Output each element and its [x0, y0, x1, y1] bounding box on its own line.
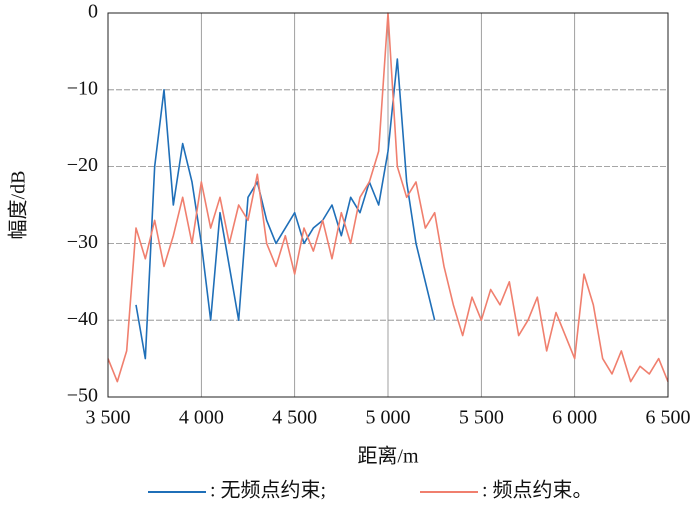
- x-tick-label: 4 000: [179, 407, 224, 429]
- x-tick-label: 6 500: [646, 407, 691, 429]
- series-line: [135, 58, 436, 360]
- y-tick-label: −10: [67, 77, 98, 99]
- legend-label: : 频点约束。: [482, 479, 593, 502]
- x-tick-label: 5 500: [459, 407, 504, 429]
- y-tick-label: −50: [67, 385, 98, 407]
- y-tick-label: −40: [67, 308, 98, 330]
- y-axis-label: 幅度/dB: [7, 171, 30, 240]
- y-tick-label: 0: [88, 1, 98, 23]
- x-tick-label: 5 000: [366, 407, 411, 429]
- plot-frame: [107, 12, 669, 398]
- legend-label: : 无频点约束;: [210, 479, 326, 502]
- y-tick-label: −30: [67, 231, 98, 253]
- x-tick-label: 4 500: [272, 407, 317, 429]
- y-tick-label: −20: [67, 154, 98, 176]
- x-tick-label: 3 500: [86, 407, 131, 429]
- x-tick-label: 6 000: [552, 407, 597, 429]
- x-axis-label: 距离/m: [357, 445, 419, 468]
